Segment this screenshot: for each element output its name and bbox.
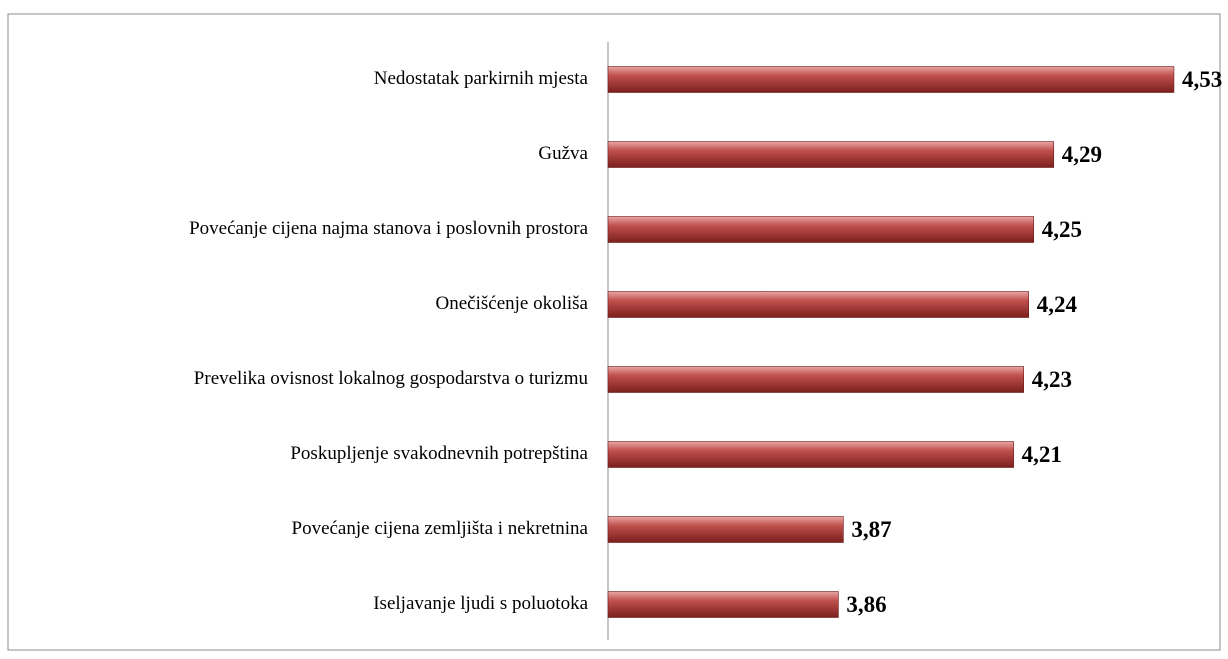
category-label: Onečišćenje okoliša (436, 293, 589, 314)
bar (607, 141, 1055, 168)
value-label: 4,29 (1062, 142, 1102, 167)
bar (607, 216, 1035, 243)
bar (607, 441, 1014, 468)
value-label: 4,24 (1037, 292, 1078, 317)
value-label: 4,23 (1032, 367, 1072, 392)
value-label: 3,87 (851, 517, 891, 542)
category-label: Prevelika ovisnost lokalnog gospodarstva… (194, 368, 589, 389)
bar (607, 516, 844, 543)
value-label: 4,21 (1022, 442, 1062, 467)
value-label: 4,53 (1182, 67, 1222, 92)
category-label: Iseljavanje ljudi s poluotoka (373, 593, 588, 614)
category-label: Povećanje cijena najma stanova i poslovn… (189, 218, 588, 239)
value-label: 4,25 (1042, 217, 1082, 242)
category-label: Povećanje cijena zemljišta i nekretnina (292, 518, 589, 539)
bar (607, 66, 1175, 93)
chart-frame (7, 13, 1221, 651)
bar (607, 291, 1030, 318)
category-label: Poskupljenje svakodnevnih potrepština (290, 443, 588, 464)
category-label: Gužva (538, 143, 588, 164)
category-label: Nedostatak parkirnih mjesta (374, 68, 589, 89)
bar (607, 366, 1024, 393)
bar (607, 591, 839, 618)
value-label: 3,86 (846, 592, 886, 617)
